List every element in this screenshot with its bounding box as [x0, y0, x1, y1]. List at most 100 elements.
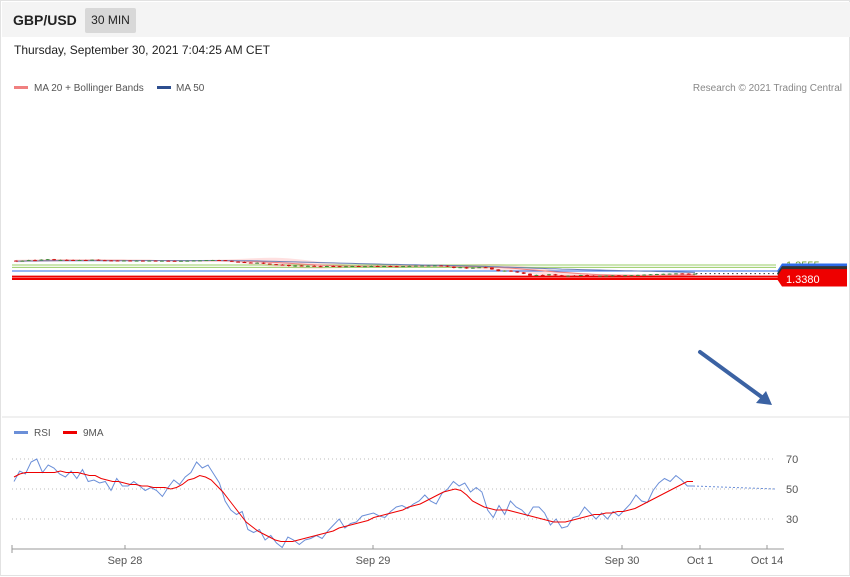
candle-body	[547, 274, 551, 276]
candle-body	[591, 275, 596, 277]
candle-body	[102, 260, 107, 262]
candle-body	[242, 262, 247, 263]
candle-body	[680, 273, 685, 275]
candle-body	[369, 266, 374, 267]
candle-body	[674, 273, 678, 275]
candle-body	[26, 260, 31, 262]
time-label: Sep 28	[108, 555, 143, 567]
candle-body	[648, 274, 653, 276]
time-axis: Sep 28 Sep 29 Sep 30 Oct 1 Oct 14	[11, 545, 783, 567]
level-tag-1.3380	[777, 271, 847, 287]
candle-body	[204, 260, 209, 262]
candle-body	[299, 265, 304, 267]
candle-body	[306, 265, 310, 267]
price-legend: MA 20 + Bollinger Bands MA 50 Research ©…	[14, 83, 842, 94]
candle-body	[153, 260, 158, 262]
candle-body	[134, 260, 139, 262]
candle-body	[191, 260, 196, 262]
ma20-legend-label: MA 20 + Bollinger Bands	[34, 83, 144, 94]
rsi-panel: 70 50 30	[12, 454, 798, 549]
candle-body	[172, 260, 177, 262]
candle-body	[267, 263, 272, 265]
candle-body	[578, 275, 583, 276]
candle-body	[432, 265, 437, 267]
time-label: Sep 29	[356, 555, 391, 567]
candle-body	[325, 266, 329, 267]
candle-body	[477, 267, 482, 269]
chart-datetime: Thursday, September 30, 2021 7:04:25 AM …	[14, 43, 270, 57]
candle-body	[610, 275, 615, 277]
candle-body	[616, 275, 621, 277]
candle-body	[58, 259, 63, 261]
candle-body	[223, 260, 228, 262]
rsi-tick-label-50: 50	[786, 484, 798, 496]
level-label-1.3380: 1.3380	[786, 274, 820, 286]
candle-body	[471, 267, 475, 269]
candle-body	[686, 273, 691, 275]
rsi-legend-swatch	[14, 431, 28, 434]
candle-body	[147, 260, 152, 262]
candle-body	[337, 266, 342, 268]
candle-body	[64, 259, 69, 261]
candle-body	[483, 267, 488, 269]
candle-body	[255, 262, 259, 264]
symbol-title: GBP/USD	[13, 12, 77, 28]
ma50-legend-label: MA 50	[176, 83, 205, 94]
candle-body	[572, 275, 577, 277]
time-label: Sep 30	[605, 555, 640, 567]
candle-body	[388, 266, 393, 267]
candle-body	[229, 260, 234, 262]
time-label: Oct 14	[751, 555, 783, 567]
rsi-ma-legend-label: 9MA	[83, 428, 104, 439]
candle-body	[52, 259, 56, 261]
rsi-ma-line	[13, 470, 693, 542]
time-label: Oct 1	[687, 555, 713, 567]
price-levels: 1.35551.35251.34801.34471.34101.3380	[12, 260, 847, 287]
candle-body	[585, 275, 589, 276]
rsi-tick-label-70: 70	[786, 454, 798, 466]
candle-body	[179, 260, 183, 262]
candle-body	[261, 262, 266, 264]
rsi-line	[13, 458, 693, 549]
candle-body	[344, 266, 348, 268]
candle-body	[382, 266, 386, 267]
chart-header: GBP/USD 30 MIN	[2, 2, 850, 37]
candle-body	[198, 260, 202, 262]
candle-body	[439, 265, 444, 267]
candle-body	[274, 264, 279, 266]
candle-body	[623, 275, 628, 277]
candle-body	[540, 274, 545, 276]
candle-body	[77, 260, 82, 261]
candle-body	[407, 265, 412, 267]
candle-body	[287, 264, 291, 266]
candle-body	[236, 261, 240, 263]
candle-body	[534, 274, 539, 276]
timeframe-button[interactable]: 30 MIN	[85, 8, 136, 33]
candle-body	[90, 259, 94, 261]
ma20-legend-swatch	[14, 86, 28, 89]
candle-body	[71, 260, 75, 261]
candle-body	[45, 259, 50, 261]
candle-body	[604, 275, 609, 277]
candle-body	[521, 272, 526, 274]
candle-body	[401, 266, 405, 268]
candle-body	[667, 273, 672, 275]
candle-body	[566, 275, 570, 277]
candle-body	[597, 275, 602, 277]
candle-body	[248, 262, 253, 264]
candle-body	[217, 260, 221, 261]
candle-body	[515, 271, 520, 273]
candle-body	[528, 273, 532, 276]
candle-body	[122, 260, 126, 262]
rsi-ma-legend-swatch	[63, 431, 77, 434]
candle-body	[394, 266, 399, 268]
rsi-tick-label-30: 30	[786, 514, 798, 526]
candle-body	[452, 266, 456, 268]
forecast-arrow-head	[756, 391, 772, 405]
candle-body	[96, 259, 101, 261]
candle-body	[312, 265, 317, 267]
candle-body	[502, 270, 507, 272]
ma50-legend-swatch	[157, 86, 171, 89]
candle-body	[160, 260, 164, 262]
